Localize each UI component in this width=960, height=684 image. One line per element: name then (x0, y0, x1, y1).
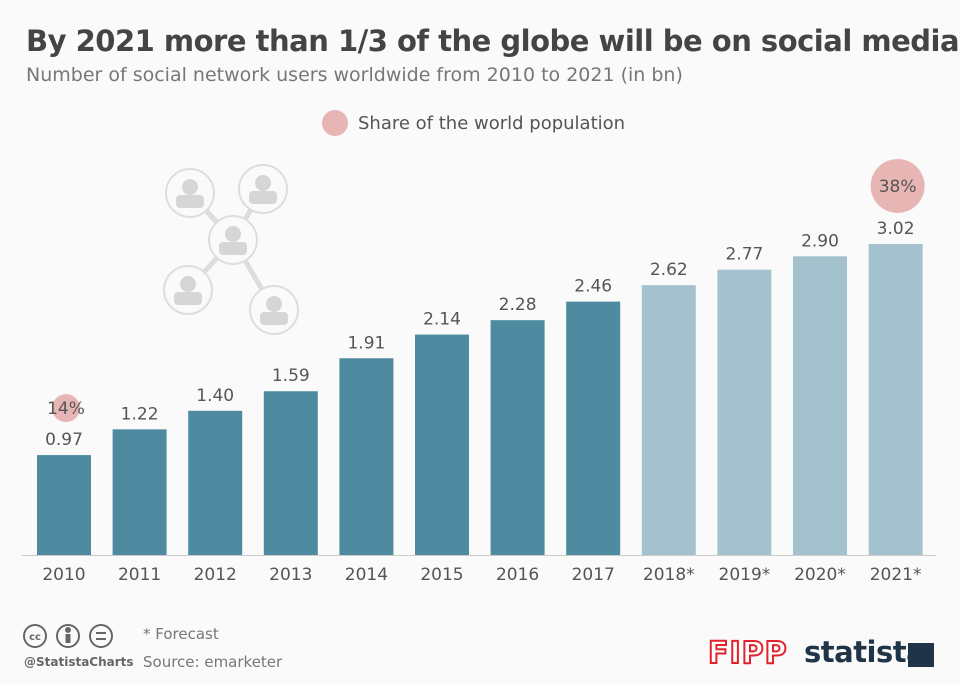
x-tick-label: 2013 (269, 565, 312, 585)
x-tick-label: 2016 (496, 565, 539, 585)
svg-text:cc: cc (29, 632, 41, 643)
x-tick-label: 2021* (870, 565, 922, 585)
twitter-handle: @StatistaCharts (24, 655, 134, 669)
data-label: 1.22 (121, 404, 159, 424)
legend-label: Share of the world population (358, 112, 626, 134)
bar (112, 429, 167, 555)
chart-subtitle: Number of social network users worldwide… (26, 64, 683, 86)
x-tick-label: 2019* (719, 565, 771, 585)
data-label: 0.97 (45, 430, 83, 450)
bar (490, 320, 545, 555)
share-label: 14% (47, 399, 85, 419)
data-label: 2.14 (423, 310, 461, 330)
fipp-logo: FIPP (707, 635, 788, 672)
bar (717, 269, 772, 555)
nd-icon (89, 624, 113, 648)
license-icons: cc (23, 624, 113, 648)
share-bubble (52, 394, 80, 423)
data-label: 2.90 (801, 231, 839, 251)
x-tick-label: 2018* (643, 565, 695, 585)
data-label: 1.40 (196, 386, 234, 406)
legend-swatch (322, 110, 348, 136)
data-label: 1.91 (347, 333, 385, 353)
by-icon (56, 624, 80, 648)
bar (263, 391, 318, 555)
data-label: 1.59 (272, 366, 310, 386)
x-tick-label: 2020* (794, 565, 846, 585)
forecast-note: * Forecast (143, 625, 219, 643)
data-label: 2.62 (650, 260, 688, 280)
social-network-icon (163, 164, 299, 335)
bar (641, 285, 696, 555)
bar (793, 256, 847, 555)
bar (188, 410, 243, 555)
source: Source: emarketer (143, 653, 283, 671)
x-tick-label: 2017 (572, 565, 615, 585)
bar (868, 243, 923, 555)
bar (339, 358, 394, 555)
data-label: 2.77 (725, 245, 763, 265)
share-label: 38% (879, 177, 917, 197)
cc-icon: cc (23, 624, 47, 648)
chart-title: By 2021 more than 1/3 of the globe will … (26, 24, 960, 58)
x-tick-label: 2010 (42, 565, 85, 585)
bar (37, 455, 91, 555)
data-label: 2.28 (499, 295, 537, 315)
data-label: 2.46 (574, 277, 612, 297)
bar (566, 301, 621, 555)
legend: Share of the world population (322, 110, 625, 136)
x-tick-label: 2015 (420, 565, 463, 585)
statista-logo: statista (804, 635, 926, 669)
data-label: 3.02 (877, 219, 915, 239)
statista-logo-mark (908, 643, 934, 667)
x-tick-label: 2011 (118, 565, 161, 585)
x-tick-label: 2014 (345, 565, 388, 585)
x-tick-label: 2012 (194, 565, 237, 585)
bar (415, 334, 469, 555)
share-bubble (870, 158, 925, 213)
